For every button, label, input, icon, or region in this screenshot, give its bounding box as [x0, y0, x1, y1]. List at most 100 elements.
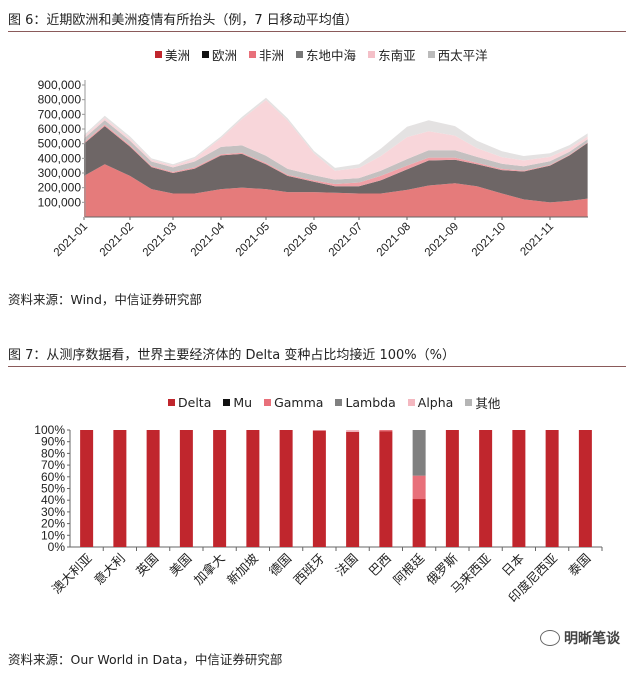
legend-swatch: [335, 399, 343, 406]
y-tick-label: 80%: [41, 446, 65, 460]
bar-Delta: [246, 430, 260, 547]
y-tick-label: 100,000: [38, 195, 82, 209]
bar-Delta: [312, 430, 326, 547]
y-tick-label: 90%: [41, 435, 65, 449]
figure6-legend-item: 非洲: [249, 45, 284, 64]
x-tick-label: 2021-06: [282, 221, 320, 259]
y-tick-label: 600,000: [38, 122, 82, 136]
figure7-legend-item: Gamma: [264, 393, 323, 412]
y-tick-label: 0%: [48, 540, 66, 554]
figure7-legend-item: 其他: [465, 393, 500, 412]
figure7-legend: Delta Mu Gamma Lambda Alpha 其他: [168, 393, 500, 412]
x-tick-label: 2021-04: [189, 220, 228, 259]
bar-Delta: [80, 430, 94, 547]
y-tick-label: 900,000: [38, 78, 82, 92]
bar-Delta: [578, 430, 592, 547]
x-tick-label: 2021-01: [52, 221, 90, 259]
x-tick-label: 巴西: [366, 551, 394, 579]
bar-Delta: [113, 430, 127, 547]
bar-Delta: [346, 431, 360, 547]
x-tick-label: 2021-11: [518, 221, 556, 259]
legend-label: 其他: [475, 396, 501, 411]
y-tick-label: 30%: [41, 505, 65, 519]
legend-swatch: [155, 51, 162, 58]
x-tick-label: 2021-05: [234, 221, 272, 259]
figure6-chart: 100,000200,000300,000400,000500,000600,0…: [38, 78, 588, 259]
legend-swatch: [296, 51, 304, 58]
y-tick-label: 300,000: [38, 166, 82, 180]
bar-Alpha: [312, 430, 326, 431]
area-series-0: [84, 164, 588, 217]
y-tick-label: 20%: [41, 517, 65, 531]
figure6-legend-item: 美洲: [155, 45, 190, 64]
x-tick-label: 澳大利亚: [49, 551, 94, 596]
x-tick-label: 2021-08: [375, 221, 413, 259]
x-tick-label: 2021-10: [470, 221, 508, 259]
bar-Lambda: [412, 430, 426, 476]
bar-Gamma: [412, 475, 426, 500]
x-tick-label: 阿根廷: [391, 551, 428, 588]
bar-Delta: [279, 430, 293, 547]
x-tick-label: 新加坡: [224, 550, 261, 587]
bar-Delta: [146, 430, 160, 547]
figure6-legend-item: 东地中海: [296, 45, 356, 64]
bar-Gamma: [379, 430, 393, 432]
legend-swatch: [223, 399, 231, 406]
x-tick-label: 英国: [134, 551, 162, 579]
bar-Alpha: [346, 430, 360, 432]
legend-label: 美洲: [165, 48, 191, 63]
figure7-legend-item: Alpha: [407, 393, 454, 412]
x-tick-label: 美国: [167, 551, 195, 579]
legend-label: 非洲: [259, 48, 285, 63]
legend-swatch: [368, 51, 376, 58]
bar-Delta: [545, 430, 559, 547]
figure6-legend-item: 东南亚: [368, 45, 416, 64]
bar-Delta: [479, 430, 493, 547]
legend-swatch: [264, 399, 272, 406]
legend-label: Gamma: [274, 395, 324, 410]
bar-Delta: [179, 430, 193, 547]
legend-label: 东地中海: [306, 48, 357, 63]
legend-swatch: [407, 399, 415, 406]
y-tick-label: 60%: [41, 470, 65, 484]
x-tick-label: 意大利: [91, 551, 128, 588]
legend-label: 东南亚: [378, 48, 416, 63]
legend-swatch: [168, 399, 175, 406]
y-tick-label: 800,000: [38, 93, 82, 107]
area-series-1: [84, 126, 588, 203]
figure6-title: 图 6：近期欧洲和美洲疫情有所抬头（例，7 日移动平均值）: [8, 13, 358, 28]
bar-Delta: [379, 431, 393, 547]
legend-swatch: [427, 51, 435, 58]
y-tick-label: 200,000: [38, 181, 82, 195]
watermark: 明晰笔谈: [540, 628, 620, 648]
x-tick-label: 2021-09: [423, 221, 461, 259]
bar-Delta: [512, 430, 526, 547]
y-tick-label: 400,000: [38, 151, 82, 165]
figure6-legend-item: 西太平洋: [427, 45, 488, 64]
bar-Delta: [445, 430, 459, 547]
legend-label: Delta: [178, 395, 212, 410]
y-tick-label: 70%: [41, 458, 65, 472]
figure7-legend-item: Delta: [168, 393, 211, 412]
figure7-source: 资料来源：Our World in Data，中信证券研究部: [8, 652, 283, 667]
x-tick-label: 2021-07: [327, 221, 365, 259]
legend-swatch: [249, 51, 257, 58]
legend-label: 欧洲: [212, 48, 238, 63]
y-tick-label: 100%: [34, 423, 65, 437]
bar-Delta: [213, 430, 227, 547]
x-tick-label: 德国: [266, 551, 294, 579]
legend-label: 西太平洋: [437, 48, 488, 63]
legend-label: Alpha: [417, 395, 454, 410]
x-tick-label: 2021-03: [141, 221, 179, 259]
figure6-legend: 美洲 欧洲 非洲 东地中海 东南亚 西太平洋: [155, 45, 488, 64]
figure7-title: 图 7：从测序数据看，世界主要经济体的 Delta 变种占比均接近 100%（%…: [8, 348, 456, 363]
legend-swatch: [465, 399, 473, 406]
y-tick-label: 500,000: [38, 137, 82, 151]
x-tick-label: 2021-02: [98, 221, 136, 259]
watermark-text: 明晰笔谈: [564, 631, 620, 647]
figure7-legend-item: Mu: [223, 393, 252, 412]
figure7-title-rule: [8, 366, 626, 367]
figure7-legend-item: Lambda: [335, 393, 396, 412]
x-tick-label: 泰国: [566, 551, 594, 579]
